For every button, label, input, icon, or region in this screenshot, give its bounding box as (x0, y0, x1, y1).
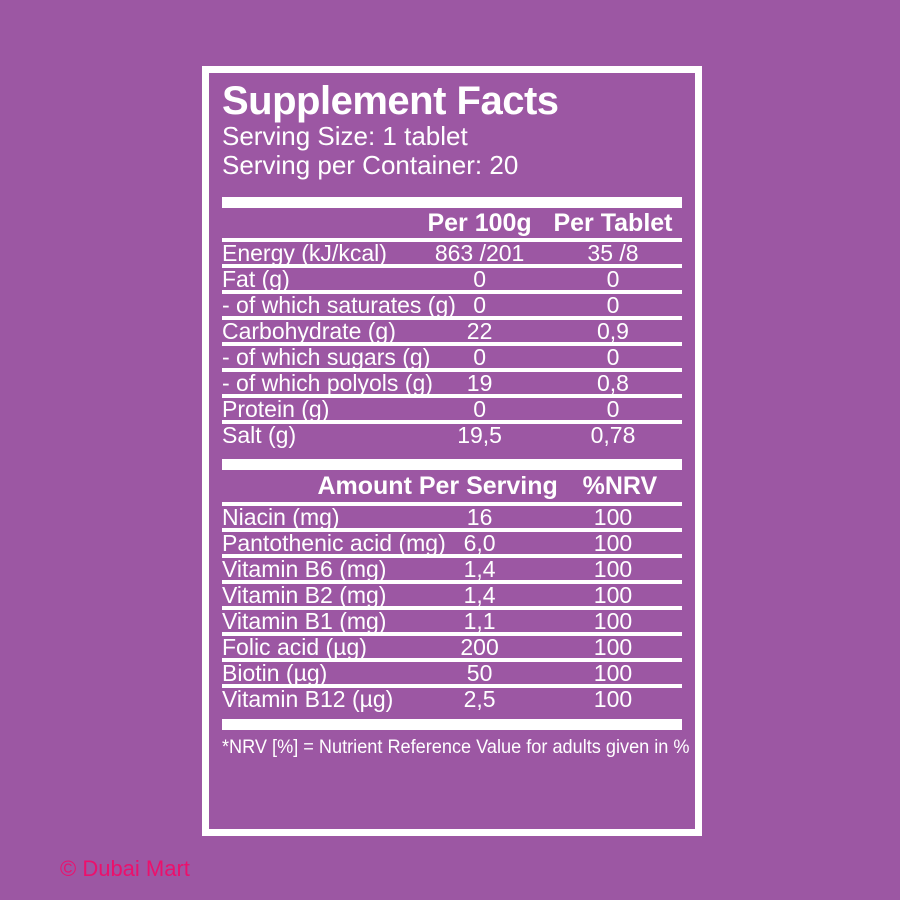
vitamin-nrv-value: 100 (593, 504, 633, 530)
nutrient-row: Carbohydrate (g) 22 0,9 (222, 318, 682, 344)
nutrient-per-100g-value: 0 (473, 266, 486, 292)
vitamin-name: Vitamin B12 (µg) (222, 686, 394, 712)
nutrient-per-tablet-value: 0,78 (590, 422, 636, 448)
nutrient-per-tablet-value: 0 (606, 344, 620, 370)
watermark-text: © Dubai Mart (60, 856, 190, 881)
vitamin-amount-value: 50 (466, 660, 493, 686)
nutrient-per-100g-value: 0 (473, 292, 486, 318)
nutrient-per-100g-value: 863 /201 (434, 240, 525, 266)
vitamin-name: Folic acid (µg) (222, 634, 367, 660)
nutrient-name: Protein (g) (222, 396, 330, 422)
nutrient-row: - of which saturates (g) 0 0 (222, 292, 682, 318)
row-divider (222, 368, 682, 372)
vitamin-row: Biotin (µg) 50 100 (222, 660, 682, 686)
vitamin-name: Niacin (mg) (222, 504, 340, 530)
vitamin-amount-value: 1,1 (463, 608, 496, 634)
row-divider (222, 420, 682, 424)
vitamin-nrv-value: 100 (593, 556, 633, 582)
row-divider (222, 528, 682, 532)
col-header-per-tablet: Per Tablet (553, 209, 673, 237)
nutrient-per-tablet-value: 0 (606, 292, 620, 318)
vitamin-name: Biotin (µg) (222, 660, 328, 686)
row-divider (222, 684, 682, 688)
vitamin-nrv-value: 100 (593, 608, 633, 634)
vitamin-row: Niacin (mg) 16 100 (222, 504, 682, 530)
vitamin-amount-value: 6,0 (463, 530, 496, 556)
vitamin-row: Vitamin B2 (mg) 1,4 100 (222, 582, 682, 608)
row-divider (222, 606, 682, 610)
nutrient-per-tablet-value: 35 /8 (587, 240, 639, 266)
row-divider (222, 264, 682, 268)
nutrient-row: Salt (g) 19,5 0,78 (222, 422, 682, 448)
section1-header-row: Per 100g Per Tablet (222, 208, 682, 238)
nutrient-name: Energy (kJ/kcal) (222, 240, 387, 266)
section2-header-row: Amount Per Serving %NRV (222, 470, 682, 502)
label-title: Supplement Facts (222, 79, 559, 123)
vitamin-nrv-value: 100 (593, 530, 633, 556)
vitamin-amount-value: 16 (466, 504, 493, 530)
vitamin-amount-value: 2,5 (463, 686, 496, 712)
row-divider (222, 394, 682, 398)
nutrient-per-100g-value: 19 (466, 370, 493, 396)
vitamin-name: Vitamin B6 (mg) (222, 556, 387, 582)
nutrient-name: Salt (g) (222, 422, 297, 448)
row-divider (222, 658, 682, 662)
row-divider (222, 632, 682, 636)
section2-top-divider-bar (222, 459, 682, 470)
nutrition-table-section1: Energy (kJ/kcal) 863 /201 35 /8 Fat (g) … (222, 238, 682, 448)
nutrient-per-tablet-value: 0,8 (596, 370, 629, 396)
vitamin-nrv-value: 100 (593, 660, 633, 686)
vitamin-nrv-value: 100 (593, 582, 633, 608)
nutrient-row: Energy (kJ/kcal) 863 /201 35 /8 (222, 240, 682, 266)
vitamin-row: Vitamin B12 (µg) 2,5 100 (222, 686, 682, 712)
nrv-footnote: *NRV [%] = Nutrient Reference Value for … (222, 736, 690, 758)
nutrient-per-100g-value: 0 (473, 396, 486, 422)
vitamin-row: Vitamin B1 (mg) 1,1 100 (222, 608, 682, 634)
nutrient-name: - of which sugars (g) (222, 344, 431, 370)
nutrient-name: Carbohydrate (g) (222, 318, 396, 344)
nutrient-per-100g-value: 19,5 (457, 422, 502, 448)
row-divider (222, 316, 682, 320)
col-header-per-100g: Per 100g (427, 209, 532, 237)
nutrient-row: - of which polyols (g) 19 0,8 (222, 370, 682, 396)
col-header-nrv: %NRV (582, 472, 658, 500)
serving-per-container-text: Serving per Container: 20 (222, 150, 519, 180)
row-divider (222, 290, 682, 294)
row-divider (222, 342, 682, 346)
section1-top-divider-bar (222, 197, 682, 208)
nutrient-name: - of which polyols (g) (222, 370, 433, 396)
nutrient-per-100g-value: 0 (473, 344, 486, 370)
row-divider (222, 238, 682, 242)
row-divider (222, 580, 682, 584)
row-divider (222, 554, 682, 558)
vitamin-nrv-value: 100 (593, 686, 633, 712)
vitamins-table-section2: Niacin (mg) 16 100 Pantothenic acid (mg)… (222, 502, 682, 712)
vitamin-name: Vitamin B1 (mg) (222, 608, 387, 634)
nutrient-per-tablet-value: 0 (606, 266, 620, 292)
nutrient-per-100g-value: 22 (466, 318, 493, 344)
col-header-amount-per-serving: Amount Per Serving (317, 472, 558, 500)
supplement-facts-label: Supplement Facts Serving Size: 1 tablet … (202, 66, 702, 836)
vitamin-amount-value: 1,4 (463, 582, 496, 608)
nutrient-row: - of which sugars (g) 0 0 (222, 344, 682, 370)
nutrient-name: - of which saturates (g) (222, 292, 456, 318)
vitamin-name: Vitamin B2 (mg) (222, 582, 387, 608)
footnote-top-divider-bar (222, 719, 682, 730)
nutrient-row: Fat (g) 0 0 (222, 266, 682, 292)
vitamin-amount-value: 1,4 (463, 556, 496, 582)
vitamin-amount-value: 200 (460, 634, 499, 660)
vitamin-nrv-value: 100 (593, 634, 633, 660)
nutrient-name: Fat (g) (222, 266, 290, 292)
vitamin-name: Pantothenic acid (mg) (222, 530, 446, 556)
serving-size-text: Serving Size: 1 tablet (222, 121, 468, 151)
vitamin-row: Vitamin B6 (mg) 1,4 100 (222, 556, 682, 582)
vitamin-row: Folic acid (µg) 200 100 (222, 634, 682, 660)
nutrient-row: Protein (g) 0 0 (222, 396, 682, 422)
nutrient-per-tablet-value: 0 (606, 396, 620, 422)
row-divider (222, 502, 682, 506)
nutrient-per-tablet-value: 0,9 (596, 318, 629, 344)
vitamin-row: Pantothenic acid (mg) 6,0 100 (222, 530, 682, 556)
